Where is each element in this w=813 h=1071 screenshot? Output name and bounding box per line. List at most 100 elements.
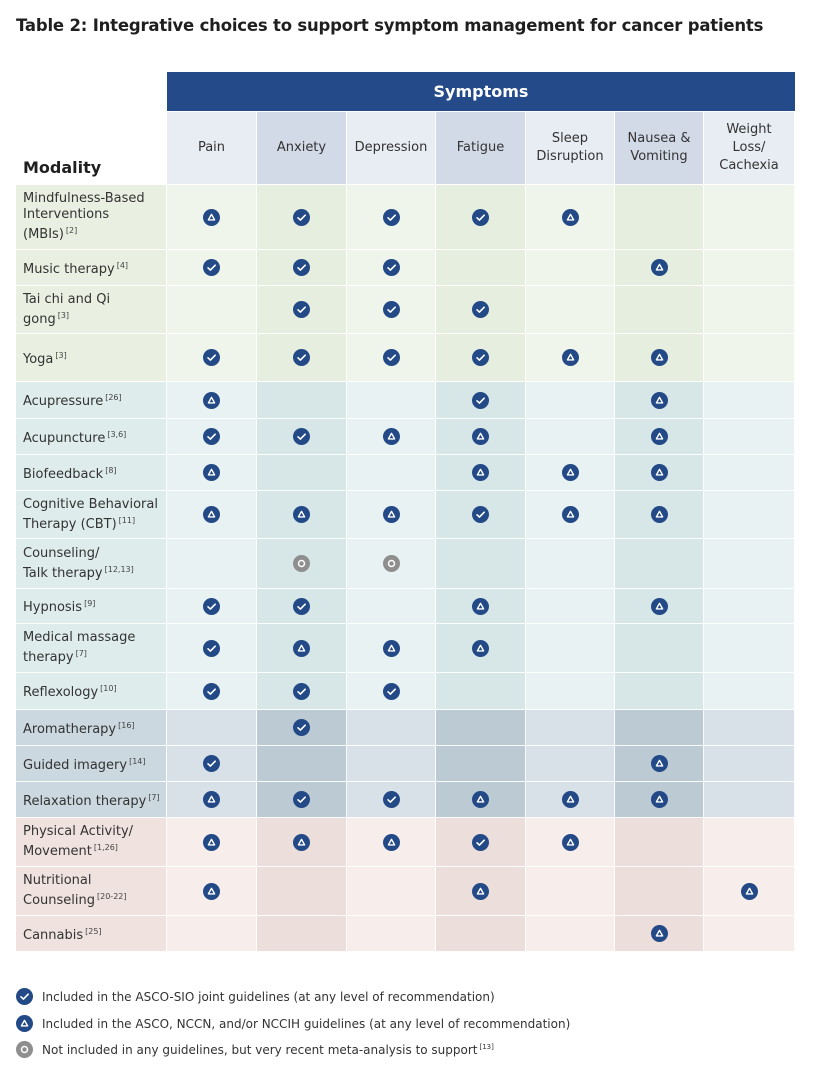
table-row: Music therapy [4] [16, 250, 795, 286]
modality-name: Biofeedback [8] [23, 465, 117, 482]
check-circle-icon [382, 259, 400, 276]
legend-item: Included in the ASCO-SIO joint guideline… [16, 988, 495, 1005]
modality-cell: Counseling/Talk therapy [12,13] [16, 539, 167, 589]
table-row: Yoga [3] [16, 334, 795, 382]
triangle-circle-icon [382, 428, 400, 445]
symptom-cell [615, 746, 704, 782]
triangle-circle-icon [382, 639, 400, 657]
table-row: Hypnosis [9] [16, 589, 795, 624]
table-row: Counseling/Talk therapy [12,13] [16, 539, 795, 589]
symptom-cell [436, 455, 526, 491]
triangle-circle-icon [203, 833, 220, 851]
column-header-sleep-disruption: Sleep Disruption [526, 112, 615, 184]
check-circle-icon [293, 682, 310, 700]
symptom-cell [347, 673, 436, 710]
reference-citation: [1,26] [93, 843, 118, 852]
triangle-circle-icon [16, 1015, 33, 1032]
symptom-cell [436, 334, 526, 382]
triangle-circle-icon [650, 391, 668, 409]
modality-cell: Nutritional Counseling [20-22] [16, 867, 167, 916]
symptom-cell [436, 818, 526, 867]
triangle-circle-icon [561, 464, 579, 481]
check-circle-icon [203, 259, 220, 276]
symptom-cell [347, 334, 436, 382]
symptom-cell [347, 185, 436, 250]
symptom-cell [526, 491, 615, 539]
reference-citation: [12,13] [104, 564, 134, 574]
reference-citation: [2] [65, 226, 78, 235]
modality-cell: Biofeedback [8] [16, 455, 167, 491]
triangle-circle-icon [382, 506, 400, 523]
symptom-cell [167, 782, 257, 818]
reference-citation: [11] [118, 515, 136, 525]
triangle-circle-icon [472, 791, 489, 808]
symptom-cell [167, 746, 257, 782]
triangle-circle-icon [650, 464, 668, 481]
modality-cell: Tai chi and Qi gong [3] [16, 286, 167, 334]
check-circle-icon [203, 597, 220, 615]
modality-name: Tai chi and Qi gong [3] [23, 291, 111, 327]
triangle-circle-icon [293, 833, 310, 851]
table-row: Physical Activity/Movement [1,26] [16, 818, 795, 867]
symptom-cell [257, 673, 347, 710]
check-circle-icon [293, 259, 310, 276]
symptom-cell [167, 185, 257, 250]
symptom-cell [704, 624, 795, 673]
table-row: Biofeedback [8] [16, 455, 795, 491]
reference-citation: [25] [85, 926, 102, 936]
symptom-cell [704, 455, 795, 491]
triangle-circle-icon [472, 882, 489, 900]
symptom-cell [704, 673, 795, 710]
symptom-cell [704, 185, 795, 250]
modality-name: Acupuncture [3,6] [23, 429, 127, 446]
reference-citation: [4] [116, 260, 129, 270]
modality-cell: Cannabis [25] [16, 916, 167, 952]
column-header-weight-loss-cachexia: Weight Loss/ Cachexia [704, 112, 795, 184]
symptom-cell [526, 455, 615, 491]
reference-citation: [16] [118, 720, 135, 730]
symptom-cell [167, 589, 257, 624]
table-row: Aromatherapy [16] [16, 710, 795, 746]
ring-circle-icon [16, 1041, 33, 1058]
triangle-circle-icon [740, 882, 758, 900]
check-circle-icon [472, 833, 489, 851]
symptom-cell [615, 419, 704, 455]
check-circle-icon [203, 349, 220, 366]
modality-cell: Mindfulness-Based Interventions (MBIs) [2] [16, 185, 167, 250]
modality-name: Music therapy [4] [23, 260, 129, 277]
check-circle-icon [203, 428, 220, 445]
symptom-cell [257, 589, 347, 624]
symptom-cell [615, 916, 704, 952]
check-circle-icon [382, 301, 400, 318]
symptom-cell [257, 746, 347, 782]
modality-name: Cognitive Behavioral Therapy (CBT) [11] [23, 496, 158, 532]
symptom-cell [347, 382, 436, 419]
modality-name: Reflexology [10] [23, 684, 117, 700]
symptom-cell [704, 746, 795, 782]
triangle-circle-icon [293, 639, 310, 657]
symptom-cell [167, 818, 257, 867]
symptom-cell [615, 782, 704, 818]
symptom-cell [436, 916, 526, 952]
reference-citation: [14] [129, 756, 146, 766]
symptom-cell [347, 539, 436, 589]
check-circle-icon [472, 391, 489, 409]
symptom-cell [526, 867, 615, 916]
symptom-cell [526, 185, 615, 250]
triangle-circle-icon [561, 791, 579, 808]
table-row: Relaxation therapy [7] [16, 782, 795, 818]
symptom-cell [704, 382, 795, 419]
symptom-cell [615, 250, 704, 286]
reference-citation: [3] [55, 350, 67, 360]
symptom-cell [436, 867, 526, 916]
symptom-cell [257, 455, 347, 491]
symptom-cell [347, 250, 436, 286]
modality-column-header: Modality [23, 158, 102, 177]
symptom-cell [704, 286, 795, 334]
table-row: Acupressure [26] [16, 382, 795, 419]
symptom-cell [347, 710, 436, 746]
column-header-depression: Depression [347, 112, 436, 184]
modality-cell: Medical massage therapy [7] [16, 624, 167, 673]
triangle-circle-icon [203, 882, 220, 900]
triangle-circle-icon [203, 391, 220, 409]
